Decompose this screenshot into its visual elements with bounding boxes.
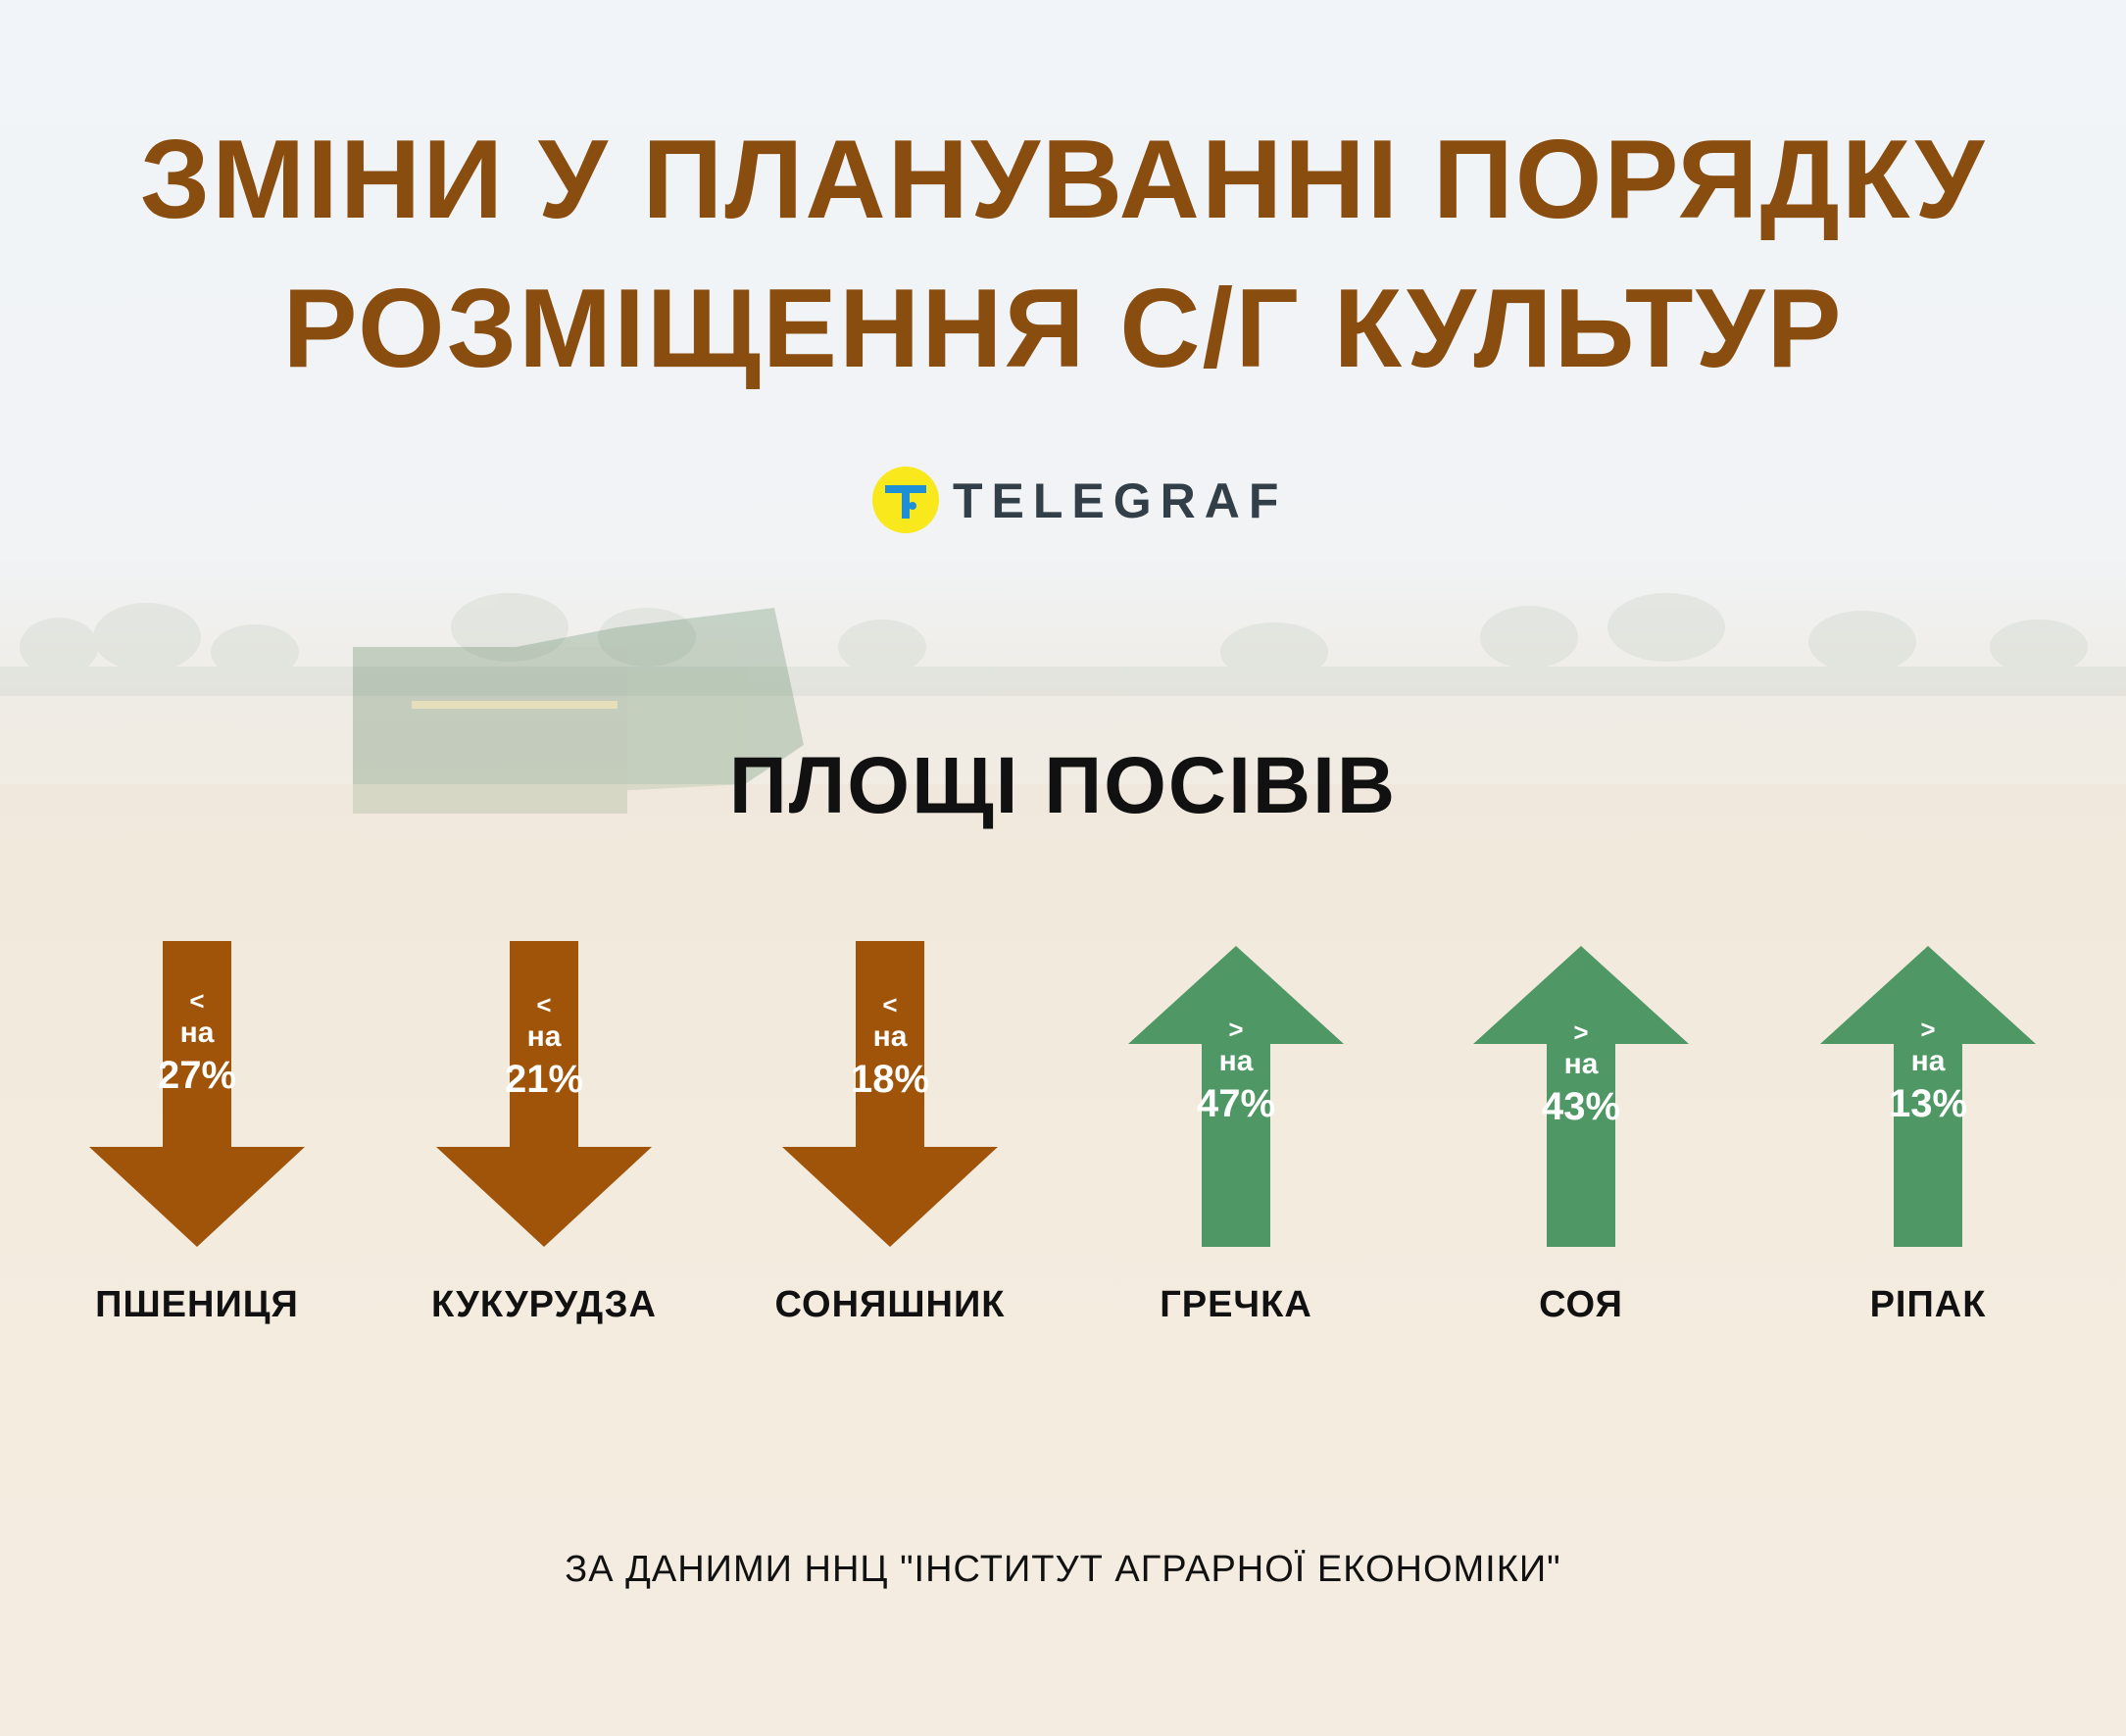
crop-item: > на 13% РІПАК xyxy=(1815,941,2041,1325)
change-percent: 21% xyxy=(504,1058,584,1101)
crop-change: < на 21% xyxy=(431,990,657,1104)
change-symbol: < xyxy=(189,986,205,1016)
crop-item: < на 18% СОНЯШНИК xyxy=(775,941,1004,1325)
title-line-2: РОЗМІЩЕННЯ С/Г КУЛЬТУР xyxy=(282,267,1844,391)
crop-name: РІПАК xyxy=(1869,1284,1987,1325)
page-title: ЗМІНИ У ПЛАНУВАННІ ПОРЯДКУ РОЗМІЩЕННЯ С/… xyxy=(0,106,2126,404)
title-line-1: ЗМІНИ У ПЛАНУВАННІ ПОРЯДКУ xyxy=(139,118,1987,242)
change-symbol: > xyxy=(1228,1015,1244,1044)
change-prefix: на xyxy=(1910,1045,1946,1077)
crop-name: СОНЯШНИК xyxy=(774,1284,1006,1325)
crop-name: КУКУРУДЗА xyxy=(431,1284,657,1325)
source-note: ЗА ДАНИМИ ННЦ "ІНСТИТУТ АГРАРНОЇ ЕКОНОМІ… xyxy=(565,1549,1561,1590)
crop-change: < на 27% xyxy=(84,986,310,1100)
change-prefix: на xyxy=(1218,1045,1254,1077)
crop-item: < на 21% КУКУРУДЗА xyxy=(431,941,657,1325)
change-symbol: > xyxy=(1573,1017,1589,1047)
change-symbol: < xyxy=(536,990,552,1019)
up-arrow-icon xyxy=(1820,946,2036,1247)
change-percent: 27% xyxy=(157,1054,237,1097)
up-arrow-icon xyxy=(1128,946,1344,1247)
change-symbol: > xyxy=(1920,1015,1936,1044)
change-percent: 13% xyxy=(1888,1082,1968,1125)
telegraf-logo-icon xyxy=(872,467,939,533)
crop-change: > на 13% xyxy=(1815,1015,2041,1128)
change-prefix: на xyxy=(872,1020,908,1053)
crop-change: > на 47% xyxy=(1123,1015,1349,1128)
crop-name: ПШЕНИЦЯ xyxy=(95,1284,299,1325)
change-percent: 47% xyxy=(1196,1082,1276,1125)
change-percent: 43% xyxy=(1541,1085,1621,1128)
crop-item: > на 43% СОЯ xyxy=(1468,941,1694,1325)
crop-name: СОЯ xyxy=(1539,1284,1623,1325)
section-title: ПЛОЩІ ПОСІВІВ xyxy=(728,741,1398,830)
crop-change: > на 43% xyxy=(1468,1017,1694,1131)
change-percent: 18% xyxy=(850,1058,930,1101)
logo-wordmark: TELEGRAF xyxy=(953,473,1288,528)
crop-item: < на 27% ПШЕНИЦЯ xyxy=(84,941,310,1325)
up-arrow-icon xyxy=(1473,946,1689,1247)
down-arrow-icon xyxy=(89,941,305,1247)
change-prefix: на xyxy=(1563,1048,1599,1080)
change-prefix: на xyxy=(179,1017,215,1049)
down-arrow-icon xyxy=(436,941,652,1247)
crop-item: > на 47% ГРЕЧКА xyxy=(1123,941,1349,1325)
crop-change: < на 18% xyxy=(777,990,1003,1104)
crop-name: ГРЕЧКА xyxy=(1160,1284,1312,1325)
down-arrow-icon xyxy=(782,941,998,1247)
change-prefix: на xyxy=(526,1020,562,1053)
change-symbol: < xyxy=(882,990,898,1019)
